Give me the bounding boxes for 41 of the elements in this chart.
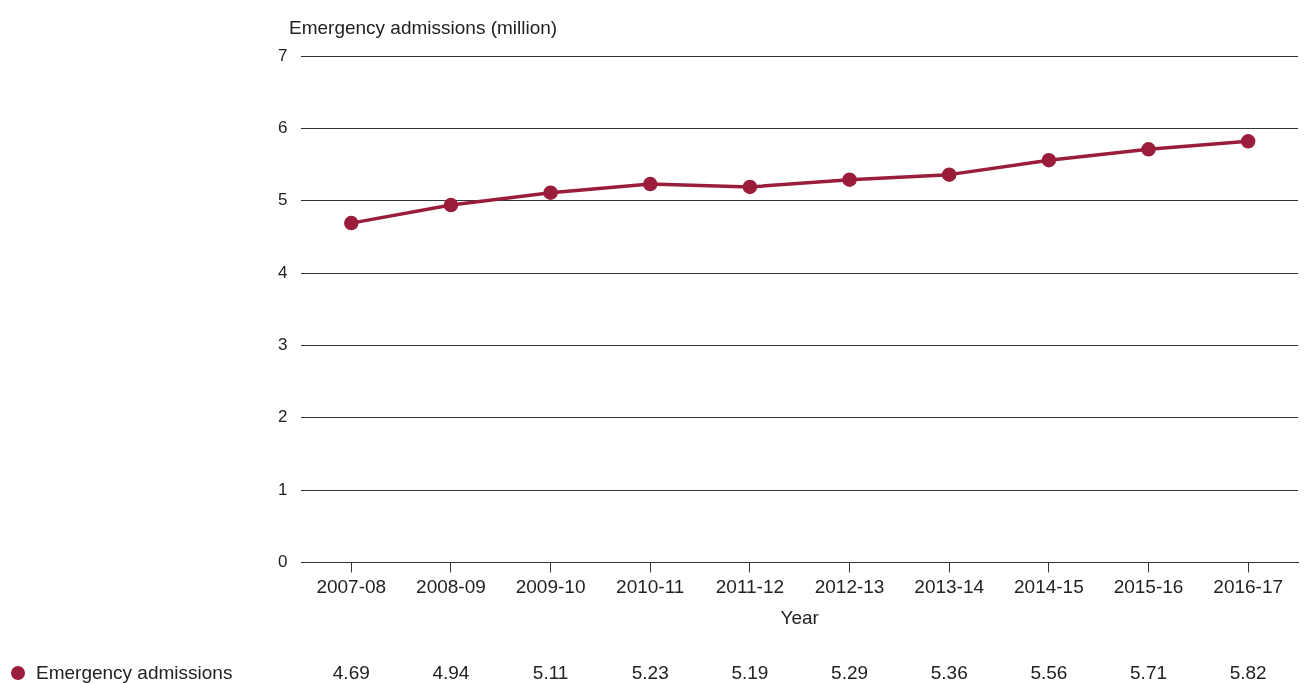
point bbox=[344, 215, 359, 231]
point bbox=[1141, 142, 1156, 157]
y-tick-label: 2 bbox=[277, 407, 288, 427]
data-label: 5.82 bbox=[1229, 662, 1267, 684]
data-label: 4.69 bbox=[332, 662, 370, 684]
data-label: 5.19 bbox=[731, 662, 769, 684]
x-tick-label: 2012-13 bbox=[814, 576, 885, 598]
y-tick-label: 7 bbox=[277, 45, 288, 65]
data-label: 5.71 bbox=[1130, 662, 1168, 684]
x-tick-label: 2014-15 bbox=[1014, 576, 1084, 598]
point bbox=[443, 197, 459, 213]
x-tick-label: 2015-16 bbox=[1113, 576, 1184, 598]
x-tick-label: 2013-14 bbox=[914, 576, 985, 598]
y-tick-label: 6 bbox=[277, 118, 288, 138]
x-tick-label: 2009-10 bbox=[515, 576, 586, 598]
legend-label: Emergency admissions bbox=[36, 662, 233, 684]
x-tick-label: 2010-11 bbox=[616, 576, 685, 598]
y-axis-title: Emergency admissions (million) bbox=[289, 17, 558, 38]
y-tick-label: 4 bbox=[277, 262, 288, 282]
point bbox=[643, 176, 658, 192]
x-tick-label: 2011-12 bbox=[715, 576, 785, 598]
data-label: 5.29 bbox=[831, 662, 869, 684]
x-tick-label: 2007-08 bbox=[316, 576, 387, 598]
data-label: 5.11 bbox=[532, 662, 569, 684]
y-tick-label: 0 bbox=[277, 552, 288, 572]
x-tick-label: 2008-09 bbox=[416, 576, 486, 598]
point bbox=[1240, 134, 1256, 149]
point bbox=[842, 172, 857, 187]
point bbox=[742, 179, 758, 195]
x-tick-label: 2016-17 bbox=[1213, 576, 1284, 598]
y-tick-label: 1 bbox=[277, 479, 288, 499]
y-tick-label: 5 bbox=[277, 190, 288, 210]
data-label: 4.94 bbox=[432, 662, 470, 684]
x-axis-title: Year bbox=[780, 606, 820, 628]
data-label: 5.56 bbox=[1030, 662, 1068, 684]
point bbox=[1041, 152, 1057, 168]
y-tick-label: 3 bbox=[277, 335, 288, 355]
data-label: 5.36 bbox=[930, 662, 968, 684]
point bbox=[941, 167, 957, 182]
point bbox=[543, 185, 558, 200]
data-label: 5.23 bbox=[631, 662, 669, 684]
